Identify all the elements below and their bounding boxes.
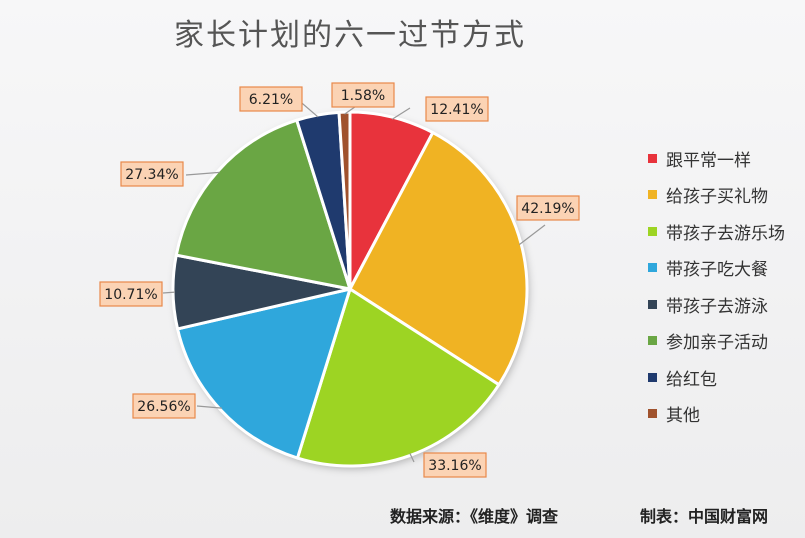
legend-item: 跟平常一样 bbox=[648, 140, 785, 177]
legend-label: 给红包 bbox=[666, 369, 717, 390]
data-label-text: 42.19% bbox=[521, 201, 574, 217]
legend-item: 带孩子去游乐场 bbox=[648, 213, 785, 250]
legend-item: 带孩子去游泳 bbox=[648, 286, 785, 323]
legend-swatch bbox=[648, 153, 657, 163]
data-label: 33.16% bbox=[423, 452, 487, 478]
chart-title: 家长计划的六一过节方式 bbox=[174, 18, 526, 53]
legend-swatch bbox=[648, 336, 657, 346]
data-label-box bbox=[423, 452, 487, 478]
pie-slice bbox=[348, 131, 529, 387]
pie-slice bbox=[174, 118, 352, 291]
legend-item: 给孩子买礼物 bbox=[648, 177, 785, 214]
data-label-box bbox=[425, 96, 489, 122]
data-label-text: 27.34% bbox=[125, 167, 178, 183]
legend-item: 参加亲子活动 bbox=[648, 323, 785, 360]
data-label-text: 6.21% bbox=[249, 92, 293, 108]
pie-slice bbox=[337, 110, 352, 291]
legend-item: 其他 bbox=[648, 396, 785, 433]
legend-label: 带孩子去游泳 bbox=[666, 296, 768, 317]
data-label: 6.21% bbox=[239, 86, 303, 112]
data-label: 12.41% bbox=[425, 96, 489, 122]
legend-label: 其他 bbox=[666, 406, 700, 427]
legend-swatch bbox=[648, 190, 657, 200]
legend-label: 跟平常一样 bbox=[666, 150, 751, 171]
data-label-box bbox=[239, 86, 303, 112]
legend-item: 给红包 bbox=[648, 359, 785, 396]
legend-swatch bbox=[648, 372, 657, 382]
data-label-text: 26.56% bbox=[137, 399, 190, 415]
leader-line bbox=[196, 405, 222, 409]
legend: 跟平常一样给孩子买礼物 带孩子去游乐场 带孩子吃大餐 带孩子去游泳 参加亲子活动 给红包其… bbox=[648, 140, 785, 432]
legend-swatch bbox=[648, 409, 657, 419]
data-label: 42.19% bbox=[516, 195, 580, 221]
leader-line bbox=[162, 291, 176, 294]
leader-line bbox=[518, 224, 546, 246]
data-label-box bbox=[132, 393, 196, 419]
data-label-text: 12.41% bbox=[430, 102, 483, 118]
data-label-text: 10.71% bbox=[104, 287, 157, 303]
legend-label: 给孩子买礼物 bbox=[666, 187, 768, 208]
data-label-box bbox=[516, 195, 580, 221]
data-label: 10.71% bbox=[99, 281, 163, 307]
data-label-text: 1.58% bbox=[341, 88, 385, 104]
data-label-box bbox=[99, 281, 163, 307]
legend-label: 参加亲子活动 bbox=[666, 333, 768, 354]
maker-note: 制表：中国财富网 bbox=[640, 507, 769, 526]
legend-label: 带孩子去游乐场 bbox=[666, 223, 785, 244]
leader-line bbox=[185, 171, 220, 176]
source-note: 数据来源：《维度》调查 bbox=[390, 507, 559, 526]
leader-line bbox=[409, 453, 415, 463]
data-label: 26.56% bbox=[132, 393, 196, 419]
leader-line bbox=[391, 107, 411, 120]
legend-swatch bbox=[648, 226, 657, 236]
legend-swatch bbox=[648, 299, 657, 309]
data-label-box bbox=[120, 161, 184, 187]
legend-swatch bbox=[648, 263, 657, 273]
data-label: 27.34% bbox=[120, 161, 184, 187]
legend-item: 带孩子吃大餐 bbox=[648, 250, 785, 287]
data-label-box bbox=[331, 82, 395, 108]
pie-slice bbox=[176, 287, 352, 460]
data-label: 1.58% bbox=[331, 82, 395, 108]
data-label-text: 33.16% bbox=[428, 458, 481, 474]
legend-label: 带孩子吃大餐 bbox=[666, 260, 768, 281]
